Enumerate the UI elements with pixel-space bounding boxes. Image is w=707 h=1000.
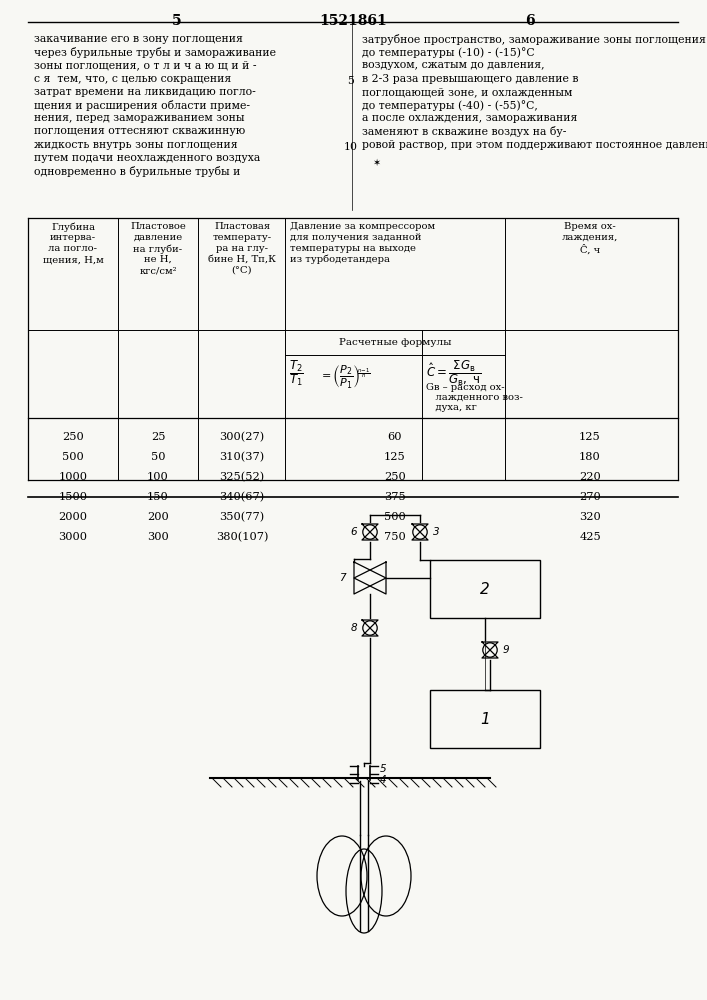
Text: 220: 220: [579, 472, 601, 482]
Text: 2000: 2000: [59, 512, 88, 522]
Text: интерва-: интерва-: [50, 233, 96, 242]
Text: закачивание его в зону поглощения: закачивание его в зону поглощения: [34, 34, 243, 44]
Text: 5: 5: [173, 14, 182, 28]
Text: из турбодетандера: из турбодетандера: [290, 255, 390, 264]
Text: температу-: температу-: [212, 233, 271, 242]
Text: Давление за компрессором: Давление за компрессором: [290, 222, 435, 231]
Text: 1000: 1000: [59, 472, 88, 482]
Text: 25: 25: [151, 432, 165, 442]
Text: щения и расширения области приме-: щения и расширения области приме-: [34, 100, 250, 111]
Text: ровой раствор, при этом поддерживают постоянное давление в скважине.: ровой раствор, при этом поддерживают пос…: [362, 140, 707, 150]
Text: 320: 320: [579, 512, 601, 522]
Text: поглощения оттесняют скважинную: поглощения оттесняют скважинную: [34, 126, 245, 136]
Text: 350(77): 350(77): [219, 512, 264, 522]
Text: а после охлаждения, замораживания: а после охлаждения, замораживания: [362, 113, 578, 123]
Text: 310(37): 310(37): [219, 452, 264, 462]
Text: ла погло-: ла погло-: [49, 244, 98, 253]
Text: $= \left(\dfrac{P_2}{P_1}\right)^{\!\!\frac{n{-}1}{n}}$: $= \left(\dfrac{P_2}{P_1}\right)^{\!\!\f…: [319, 364, 371, 391]
Text: нения, перед замораживанием зоны: нения, перед замораживанием зоны: [34, 113, 245, 123]
Text: 250: 250: [62, 432, 84, 442]
Text: 8: 8: [351, 623, 357, 633]
Text: 425: 425: [579, 532, 601, 542]
Text: Расчетные формулы: Расчетные формулы: [339, 338, 451, 347]
Text: 125: 125: [579, 432, 601, 442]
Text: 200: 200: [147, 512, 169, 522]
Text: одновременно в бурильные трубы и: одновременно в бурильные трубы и: [34, 166, 240, 177]
Text: 300(27): 300(27): [219, 432, 264, 442]
Bar: [430, 690, 540, 748]
Text: лаждения,: лаждения,: [562, 233, 618, 242]
Text: бине Н, Тп,К: бине Н, Тп,К: [208, 255, 276, 264]
Text: заменяют в скважине воздух на бу-: заменяют в скважине воздух на бу-: [362, 126, 566, 137]
Text: 150: 150: [147, 492, 169, 502]
Text: 250: 250: [384, 472, 406, 482]
Text: 6: 6: [351, 527, 357, 537]
Text: 1521861: 1521861: [319, 14, 387, 28]
Text: с я  тем, что, с целью сокращения: с я тем, что, с целью сокращения: [34, 74, 231, 84]
Bar: [430, 560, 540, 618]
Text: в 2-3 раза превышающего давление в: в 2-3 раза превышающего давление в: [362, 74, 578, 84]
Text: 100: 100: [147, 472, 169, 482]
Text: 2: 2: [480, 582, 490, 596]
Text: Пластовая: Пластовая: [214, 222, 270, 231]
Text: 10: 10: [344, 142, 358, 152]
Text: 5: 5: [348, 76, 354, 86]
Text: 270: 270: [579, 492, 601, 502]
Text: Ĉ, ч: Ĉ, ч: [580, 244, 600, 254]
Text: на глуби-: на глуби-: [134, 244, 182, 253]
Text: 375: 375: [384, 492, 406, 502]
Text: 6: 6: [525, 14, 534, 28]
Text: лажденного воз-: лажденного воз-: [426, 393, 523, 402]
Text: давление: давление: [134, 233, 182, 242]
Text: 750: 750: [384, 532, 406, 542]
Text: щения, Н,м: щения, Н,м: [42, 255, 103, 264]
Text: 325(52): 325(52): [219, 472, 264, 482]
Text: 1: 1: [480, 712, 490, 726]
Text: температуры на выходе: температуры на выходе: [290, 244, 416, 253]
Text: до температуры (-40) - (-55)°С,: до температуры (-40) - (-55)°С,: [362, 100, 538, 111]
Text: 340(67): 340(67): [219, 492, 264, 502]
Text: 50: 50: [151, 452, 165, 462]
Text: (°С): (°С): [232, 266, 252, 275]
Text: поглощающей зоне, и охлажденным: поглощающей зоне, и охлажденным: [362, 87, 573, 97]
Text: Глубина: Глубина: [51, 222, 95, 232]
Text: 5: 5: [380, 764, 387, 774]
Text: воздухом, сжатым до давления,: воздухом, сжатым до давления,: [362, 60, 544, 70]
Text: 500: 500: [62, 452, 84, 462]
Text: 7: 7: [339, 573, 345, 583]
Text: 4: 4: [380, 775, 387, 785]
Text: затрубное пространство, замораживание зоны поглощения производят: затрубное пространство, замораживание зо…: [362, 34, 707, 45]
Text: зоны поглощения, о т л и ч а ю щ и й -: зоны поглощения, о т л и ч а ю щ и й -: [34, 60, 257, 70]
Text: 1500: 1500: [59, 492, 88, 502]
Text: 9: 9: [503, 645, 510, 655]
Text: через бурильные трубы и замораживание: через бурильные трубы и замораживание: [34, 47, 276, 58]
Text: 3: 3: [433, 527, 440, 537]
Text: Пластовое: Пластовое: [130, 222, 186, 231]
Text: ✶: ✶: [372, 158, 380, 168]
Text: 300: 300: [147, 532, 169, 542]
Text: кгс/см²: кгс/см²: [139, 266, 177, 275]
Text: 380(107): 380(107): [216, 532, 268, 542]
Text: не Н,: не Н,: [144, 255, 172, 264]
Text: ра на глу-: ра на глу-: [216, 244, 268, 253]
Text: $\hat{C} = \dfrac{\Sigma G_\text{в}}{G_\text{в},\;\text{ч}}$: $\hat{C} = \dfrac{\Sigma G_\text{в}}{G_\…: [426, 358, 481, 388]
Text: жидкость внутрь зоны поглощения: жидкость внутрь зоны поглощения: [34, 140, 238, 150]
Text: духа, кг: духа, кг: [426, 403, 477, 412]
Text: Время ох-: Время ох-: [564, 222, 616, 231]
Text: 3000: 3000: [59, 532, 88, 542]
Text: затрат времени на ликвидацию погло-: затрат времени на ликвидацию погло-: [34, 87, 256, 97]
Text: 500: 500: [384, 512, 406, 522]
Text: $\dfrac{T_2}{T_1}$: $\dfrac{T_2}{T_1}$: [289, 358, 304, 388]
Text: 60: 60: [387, 432, 402, 442]
Text: Gв – расход ох-: Gв – расход ох-: [426, 383, 505, 392]
Text: 180: 180: [579, 452, 601, 462]
Text: 125: 125: [384, 452, 406, 462]
Text: до температуры (-10) - (-15)°С: до температуры (-10) - (-15)°С: [362, 47, 534, 58]
Text: путем подачи неохлажденного воздуха: путем подачи неохлажденного воздуха: [34, 153, 260, 163]
Text: для получения заданной: для получения заданной: [290, 233, 421, 242]
